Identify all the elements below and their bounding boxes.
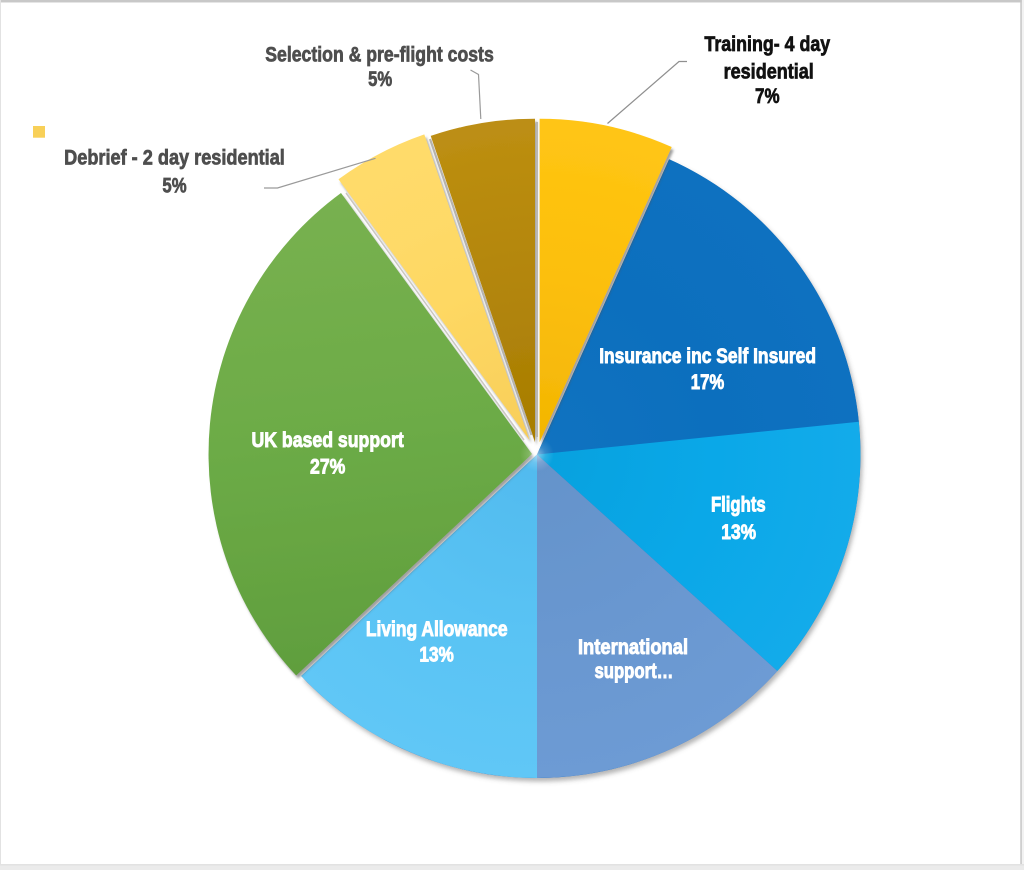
svg-text:residential: residential bbox=[724, 60, 814, 84]
svg-text:UK based support: UK based support bbox=[251, 429, 404, 453]
svg-text:Debrief - 2 day residential: Debrief - 2 day residential bbox=[64, 146, 285, 170]
svg-text:support…: support… bbox=[594, 660, 673, 683]
svg-text:Flights: Flights bbox=[711, 494, 766, 517]
svg-text:17%: 17% bbox=[691, 371, 725, 394]
svg-text:5%: 5% bbox=[368, 68, 392, 91]
svg-text:Selection & pre-flight costs: Selection & pre-flight costs bbox=[265, 43, 494, 67]
svg-text:Insurance inc Self Insured: Insurance inc Self Insured bbox=[599, 346, 816, 369]
svg-text:13%: 13% bbox=[721, 521, 756, 544]
svg-text:7%: 7% bbox=[755, 86, 780, 109]
svg-text:5%: 5% bbox=[162, 175, 186, 198]
svg-text:27%: 27% bbox=[310, 455, 345, 479]
svg-text:Training- 4 day: Training- 4 day bbox=[704, 33, 830, 57]
svg-text:Living Allowance: Living Allowance bbox=[366, 619, 508, 642]
svg-text:International: International bbox=[578, 636, 688, 659]
svg-text:13%: 13% bbox=[419, 644, 453, 667]
